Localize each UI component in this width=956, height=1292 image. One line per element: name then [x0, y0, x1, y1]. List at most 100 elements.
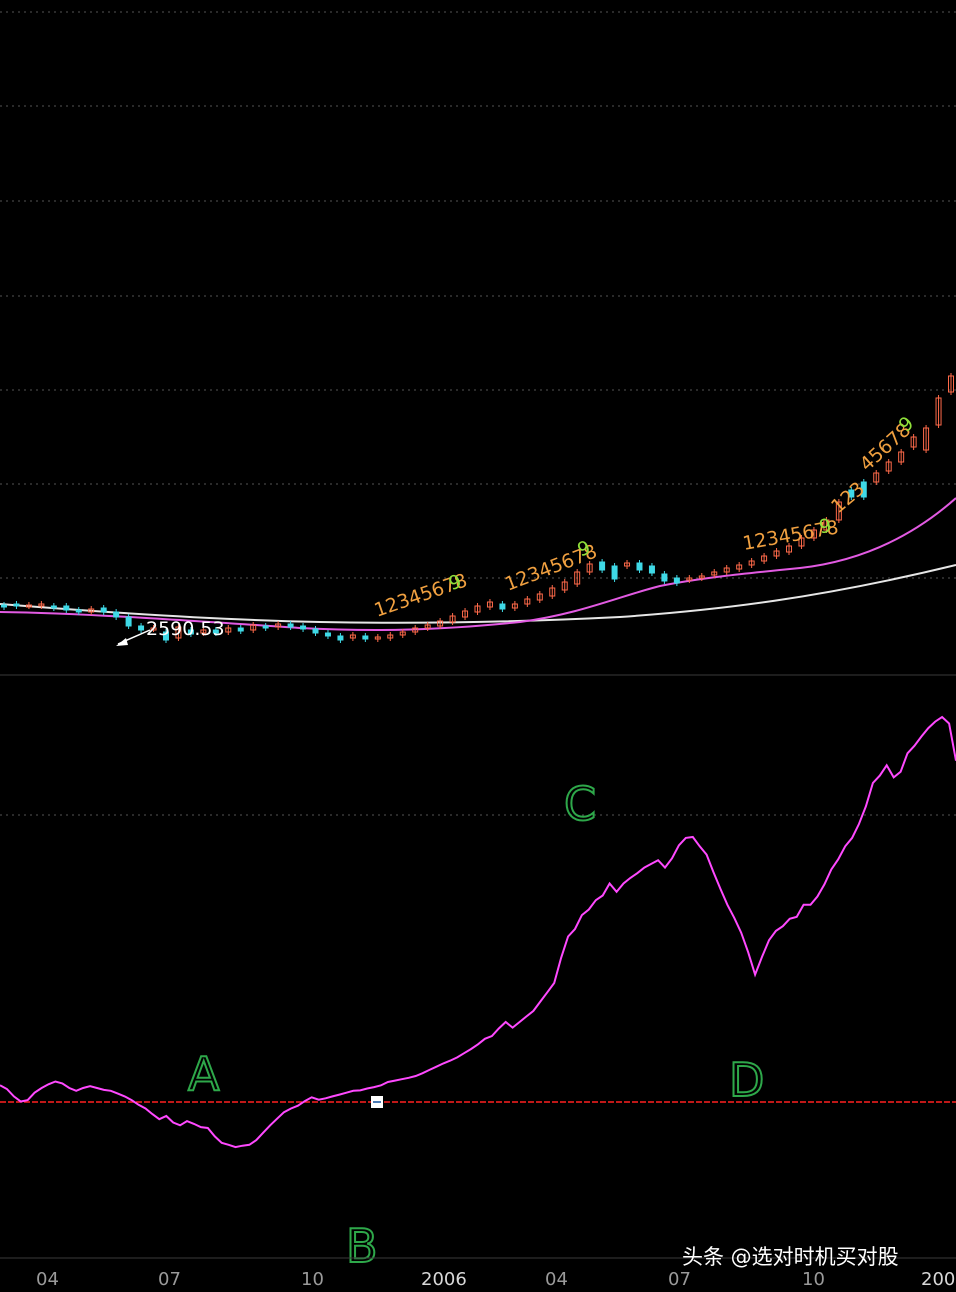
moving-average-long — [0, 564, 956, 624]
candle-body — [948, 375, 954, 393]
candle-body — [225, 627, 232, 633]
x-tick-label: 2006 — [421, 1269, 467, 1290]
candle-body — [1, 604, 7, 608]
watermark-text: 头条 @选对时机买对股 — [682, 1245, 899, 1269]
candle-body — [561, 581, 568, 591]
candle-body — [848, 489, 855, 498]
candle-body — [860, 481, 867, 498]
x-tick-label: 10 — [301, 1269, 324, 1290]
candle-body — [237, 627, 244, 632]
seq-count-final: 9 — [817, 515, 833, 539]
candle-body — [611, 565, 618, 580]
x-axis: 04 07 10 2006 04 07 10 200 — [0, 1257, 956, 1290]
candle-body — [162, 631, 169, 641]
candle-body — [275, 623, 282, 628]
candle-body — [624, 562, 631, 567]
candle-body — [387, 634, 394, 639]
candle-body — [873, 472, 880, 483]
x-tick-label: 200 — [921, 1269, 955, 1290]
candle-body — [636, 562, 643, 571]
candle-body — [38, 603, 45, 607]
price-panel-gridlines — [0, 11, 956, 579]
candle-body — [711, 571, 718, 576]
candle-body — [823, 519, 830, 531]
candle-body — [748, 560, 755, 566]
candle-body — [175, 626, 182, 639]
indicator-series-line — [0, 715, 956, 1149]
candle-body — [63, 605, 70, 611]
candle-body — [412, 627, 419, 633]
seq-count-group: 12345678 9 — [371, 569, 470, 621]
candle-body — [798, 537, 805, 547]
handwritten-marks: A B C D — [187, 776, 765, 1274]
candle-body — [374, 636, 381, 640]
candle-body — [449, 615, 456, 623]
candle-body — [549, 587, 556, 597]
candle-body — [910, 436, 917, 448]
candle-body — [810, 529, 817, 539]
candle-body — [773, 550, 780, 557]
candle-body — [212, 629, 219, 634]
low-price-marker: 2590.53 — [116, 618, 225, 646]
low-price-arrow-head — [116, 638, 128, 646]
candle-body — [574, 571, 581, 585]
candle-body — [486, 601, 493, 608]
candle-body — [686, 577, 693, 581]
candle-body — [25, 604, 32, 608]
candle-body — [474, 605, 481, 613]
candle-body — [511, 603, 518, 609]
handwritten-mark-a: A — [188, 1047, 220, 1101]
seq-count-group: 12345678 9 — [502, 537, 600, 596]
candle-body — [324, 632, 331, 637]
candle-body — [349, 634, 356, 639]
candle-body — [885, 461, 892, 472]
candle-body — [187, 629, 194, 635]
candle-body — [673, 577, 680, 584]
x-tick-label: 04 — [36, 1269, 59, 1290]
x-tick-label: 10 — [802, 1269, 825, 1290]
x-tick-label: 07 — [158, 1269, 181, 1290]
candle-body — [262, 625, 269, 629]
candle-body — [250, 624, 257, 631]
candle-body — [661, 573, 668, 582]
candle-body — [138, 625, 145, 631]
candle-body — [761, 555, 768, 562]
candle-body — [100, 607, 107, 613]
candle-body — [935, 397, 942, 426]
handwritten-mark-c: C — [564, 777, 596, 831]
candle-body — [150, 627, 157, 631]
candle-body — [88, 608, 95, 613]
candle-body — [923, 427, 930, 451]
candle-body — [723, 567, 730, 573]
candlestick-series — [1, 373, 954, 643]
candle-body — [125, 616, 132, 627]
candle-body — [698, 575, 705, 579]
low-price-label: 2590.53 — [146, 618, 225, 640]
candle-body — [786, 545, 793, 553]
candle-body — [399, 631, 406, 636]
candle-body — [898, 451, 905, 463]
candle-body — [300, 625, 307, 630]
candle-body — [499, 603, 506, 610]
x-tick-label: 04 — [545, 1269, 568, 1290]
candle-body — [312, 628, 319, 634]
candle-body — [113, 611, 120, 618]
candle-body — [536, 593, 543, 601]
seq-count-group: 45678 9 — [856, 412, 919, 475]
candle-body — [835, 501, 842, 521]
candle-body — [524, 598, 531, 605]
candle-body — [599, 561, 606, 571]
candle-body — [462, 610, 469, 618]
handwritten-mark-d: D — [729, 1053, 764, 1107]
candle-body — [50, 605, 57, 609]
seq-count-group: 12345678 9 — [741, 515, 840, 555]
candle-body — [337, 635, 344, 641]
candle-body — [13, 603, 20, 607]
x-tick-label: 07 — [668, 1269, 691, 1290]
candle-body — [75, 609, 82, 613]
moving-average-short — [0, 497, 956, 631]
candle-body — [736, 564, 743, 570]
candle-body — [362, 635, 369, 640]
candle-body — [287, 623, 294, 628]
